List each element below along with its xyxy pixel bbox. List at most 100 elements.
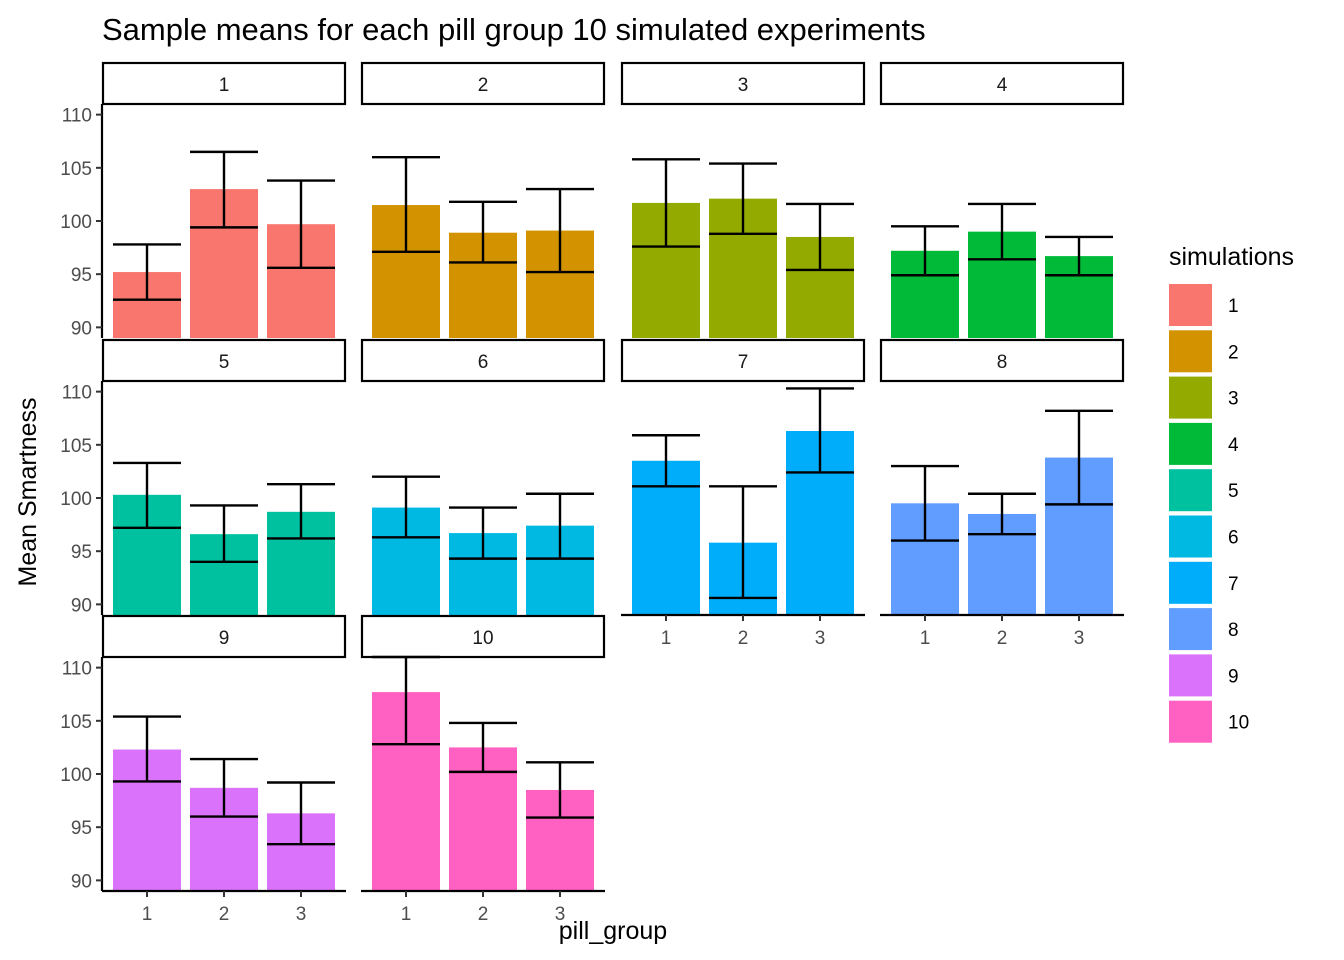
facet-panel-7: 7 1 2 3 [620,338,866,649]
error-bar [709,485,777,600]
y-tick-label: 105 [60,159,92,180]
y-tick-label: 100 [60,765,92,786]
y-tick-label: 110 [62,659,92,680]
legend: simulations 1 2 3 4 5 6 7 8 9 10 [1169,243,1294,743]
error-bar [526,187,594,274]
error-bar [891,464,959,542]
legend-key-9 [1169,654,1212,697]
y-axis-title: Mean Smartness [14,398,42,587]
facet-strip [101,338,347,383]
facet-panel-4: 4 [879,61,1125,338]
error-bar [372,155,440,254]
x-tick-label: 3 [815,628,826,649]
legend-key-1 [1169,284,1212,326]
facet-panel-2: 2 [360,61,606,338]
facet-strip [360,61,606,106]
facet-strip [879,338,1125,383]
y-tick-label: 110 [62,383,92,404]
legend-key-6 [1169,515,1212,558]
facet-strip [360,614,606,659]
error-bar [709,162,777,235]
x-axis-title: pill_group [559,917,667,945]
error-bar [786,202,854,272]
error-bar [113,715,181,783]
facet-strip [101,61,347,106]
error-bar [267,482,335,540]
x-tick-label: 3 [555,904,566,925]
y-tick-label: 110 [62,106,92,127]
x-tick-label: 3 [1074,628,1085,649]
x-tick-label: 2 [219,904,230,925]
error-bar [632,158,700,248]
error-bar [1045,409,1113,506]
facet-panel-10: 10 1 2 3 [360,614,606,925]
error-bar [526,492,594,560]
error-bar [968,492,1036,536]
x-tick-label: 3 [296,904,307,925]
facet-panel-5: 5 90 95 100 105 110 [60,338,347,616]
x-tick-label: 1 [920,628,931,649]
legend-key-3 [1169,376,1212,419]
facet-strip-label: 8 [997,352,1008,373]
y-tick-label: 95 [71,818,92,839]
legend-label: 8 [1228,620,1239,641]
error-bar [632,434,700,488]
error-bar [267,781,335,846]
facet-strip-label: 3 [738,75,749,96]
x-tick-label: 1 [401,904,412,925]
facet-strip [101,614,347,659]
x-tick-label: 2 [738,628,749,649]
facet-panel-6: 6 [360,338,606,615]
y-tick-label: 105 [60,712,92,733]
y-tick-label: 100 [60,212,92,233]
legend-label: 3 [1228,389,1239,410]
facet-strip [620,338,866,383]
error-bar [372,475,440,539]
x-tick-label: 2 [478,904,489,925]
error-bar [968,202,1036,261]
legend-key-10 [1169,700,1212,743]
y-tick-label: 95 [71,265,92,286]
legend-key-5 [1169,469,1212,512]
legend-label: 5 [1228,481,1239,502]
legend-label: 4 [1228,435,1239,456]
legend-label: 7 [1228,574,1239,595]
facet-strip-label: 4 [997,75,1008,96]
x-tick-label: 2 [997,628,1008,649]
facet-strip-label: 2 [478,75,489,96]
y-tick-label: 100 [60,489,92,510]
facet-panel-3: 3 [620,61,866,338]
x-tick-label: 1 [661,628,672,649]
legend-title: simulations [1169,243,1294,271]
chart-title: Sample means for each pill group 10 simu… [102,12,926,47]
facet-strip-label: 7 [738,352,749,373]
legend-key-2 [1169,330,1212,373]
error-bar [190,504,258,564]
error-bar [1045,235,1113,277]
legend-label: 1 [1228,296,1239,317]
error-bar [372,655,440,746]
error-bar [526,761,594,819]
x-tick-label: 1 [142,904,153,925]
legend-key-4 [1169,422,1212,465]
error-bar [449,200,517,264]
facet-strip-label: 9 [219,628,230,649]
y-tick-label: 105 [60,436,92,457]
error-bar [267,179,335,269]
y-tick-label: 90 [71,318,92,339]
legend-label: 2 [1228,342,1239,363]
facet-strip-label: 5 [219,352,230,373]
legend-key-7 [1169,561,1212,604]
facet-panel-9: 9 90 95 100 105 110 1 2 3 [60,614,347,925]
y-tick-label: 90 [71,871,92,892]
legend-label: 9 [1228,666,1239,687]
error-bar [190,150,258,229]
legend-label: 6 [1228,528,1239,549]
facet-strip-label: 6 [478,352,489,373]
error-bar [891,225,959,277]
y-tick-label: 95 [71,542,92,563]
facet-strip [879,61,1125,106]
error-bar [449,721,517,774]
error-bar [190,757,258,818]
